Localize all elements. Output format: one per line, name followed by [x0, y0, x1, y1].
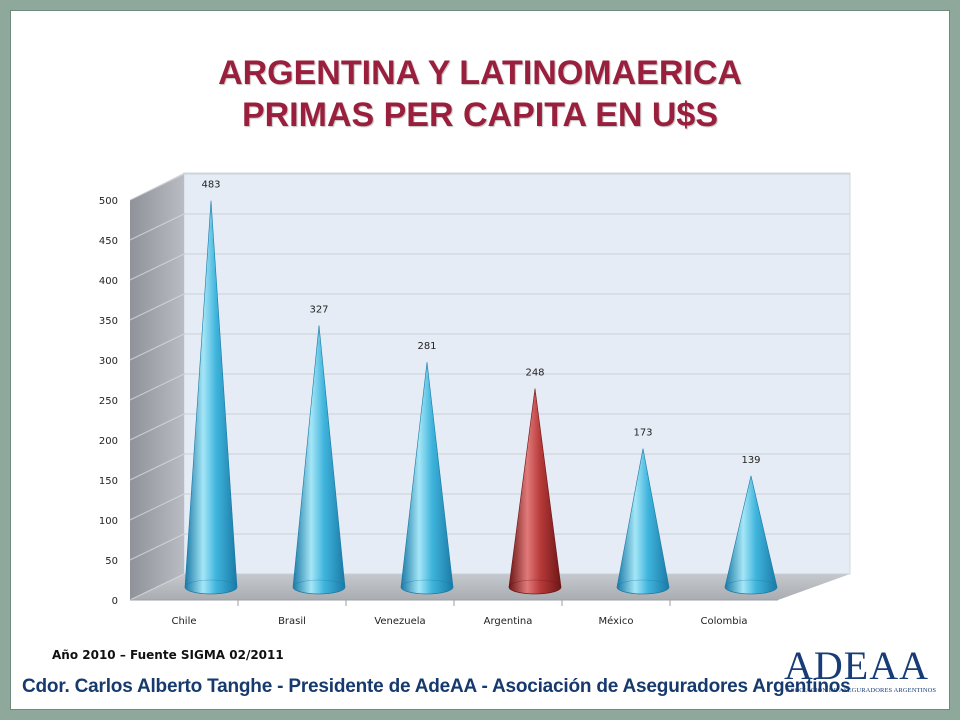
y-tick-label: 400 — [99, 276, 118, 287]
gridline-side — [129, 533, 185, 561]
x-tick-label: Chile — [171, 616, 196, 627]
cone-base — [508, 579, 562, 595]
y-tick-label: 0 — [112, 596, 118, 607]
chart-title-line1: ARGENTINA Y LATINOMAERICA — [218, 54, 742, 92]
x-tick-label: Brasil — [278, 616, 306, 627]
y-tick-label: 350 — [99, 316, 118, 327]
cone-base — [400, 579, 454, 595]
data-label-chile: 483 — [201, 180, 220, 191]
source-note: Año 2010 – Fuente SIGMA 02/2011 — [52, 648, 284, 662]
data-label-colombia: 139 — [741, 455, 760, 466]
x-tick-label: México — [599, 615, 634, 627]
gridline-side — [129, 293, 185, 321]
data-label-méxico: 173 — [633, 428, 652, 439]
x-tick-label: Argentina — [484, 616, 533, 627]
adeaa-logo: ADEAA ASOCIACION DE ASEGURADORES ARGENTI… — [776, 645, 936, 697]
y-tick-label: 450 — [99, 236, 118, 247]
logo-subtitle: ASOCIACION DE ASEGURADORES ARGENTINOS — [786, 687, 937, 694]
x-tick-label: Venezuela — [374, 616, 425, 627]
gridline-side — [129, 333, 185, 361]
gridline-side — [129, 573, 185, 601]
y-tick-label: 250 — [99, 396, 118, 407]
cone-base — [184, 579, 238, 595]
gridline-side — [129, 493, 185, 521]
chart-title-line2: PRIMAS PER CAPITA EN U$S — [241, 96, 719, 134]
logo-wordmark: ADEAA — [784, 643, 929, 688]
gridline-side — [129, 373, 185, 401]
data-label-argentina: 248 — [525, 368, 544, 379]
cone-base — [292, 579, 346, 595]
cone-base — [724, 579, 778, 595]
y-tick-label: 150 — [99, 476, 118, 487]
gridline-side — [129, 413, 185, 441]
y-tick-label: 100 — [99, 516, 118, 527]
footer-credit: Cdor. Carlos Alberto Tanghe - Presidente… — [22, 676, 851, 697]
data-label-venezuela: 281 — [417, 341, 436, 352]
data-label-brasil: 327 — [309, 304, 328, 315]
y-tick-label: 200 — [99, 436, 118, 447]
y-tick-label: 300 — [99, 356, 118, 367]
gridline-side — [129, 453, 185, 481]
chart-title: ARGENTINA Y LATINOMAERICA PRIMAS PER CAP… — [0, 52, 960, 136]
gridline-side — [129, 253, 185, 281]
x-tick-label: Colombia — [701, 616, 748, 627]
cone-base — [616, 579, 670, 595]
gridline-side — [129, 213, 185, 241]
y-tick-label: 500 — [99, 196, 118, 207]
gridline-side — [129, 173, 185, 201]
y-tick-label: 50 — [105, 556, 118, 567]
